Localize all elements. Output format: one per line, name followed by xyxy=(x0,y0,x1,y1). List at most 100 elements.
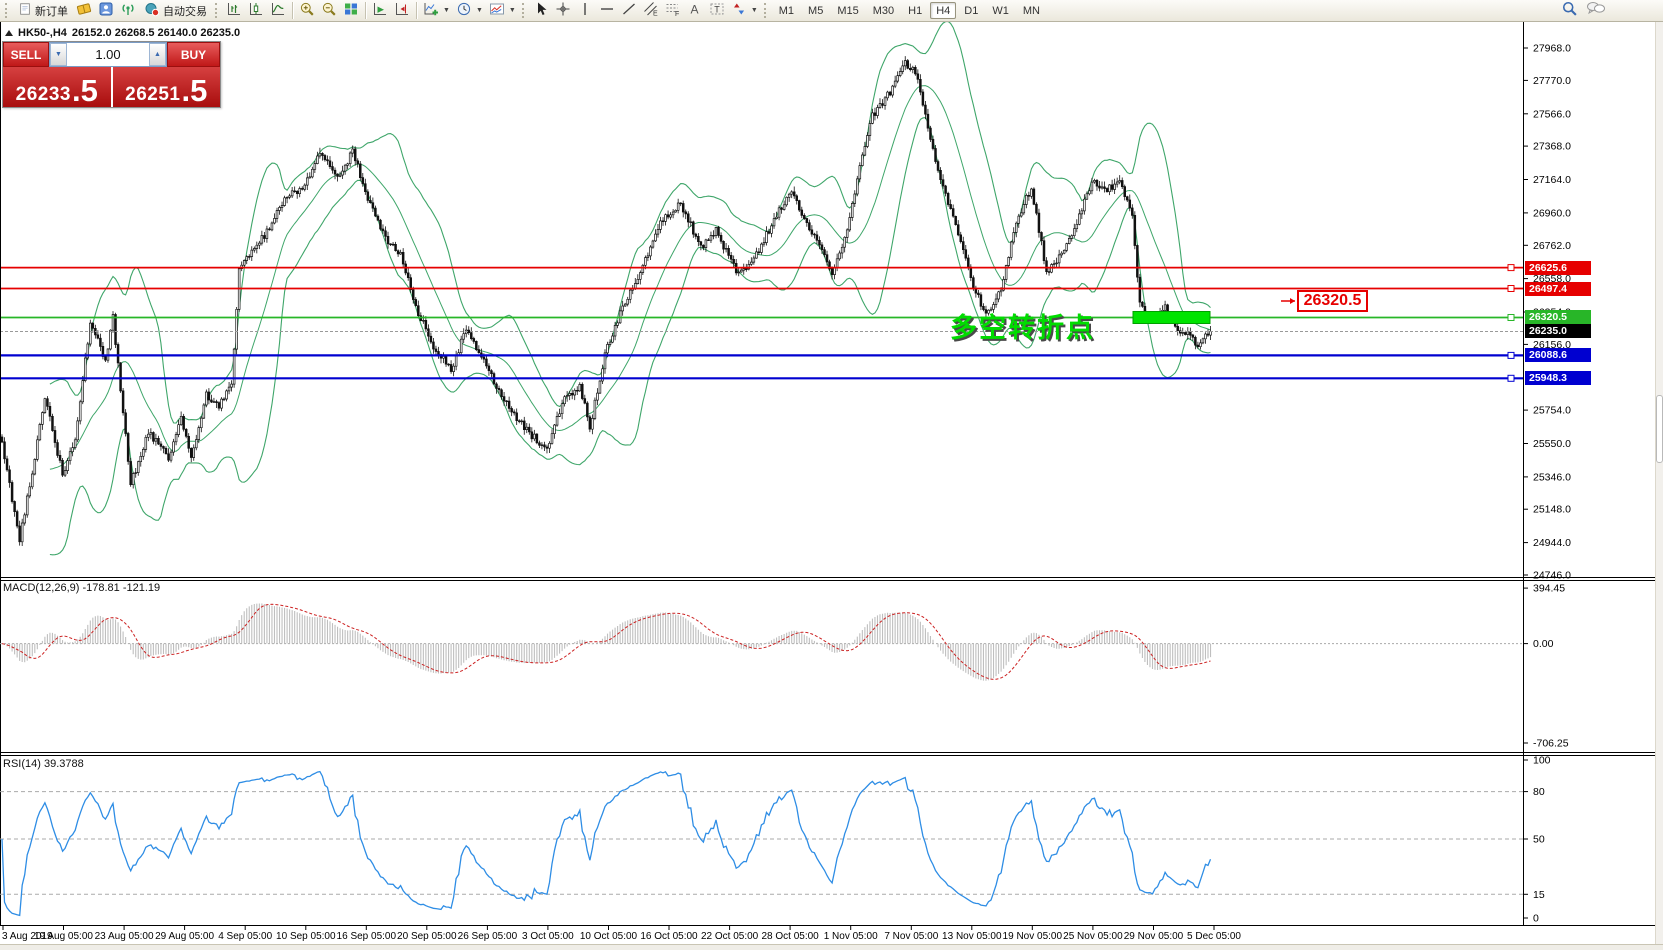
new-order-icon xyxy=(18,2,32,19)
zoom-out-icon xyxy=(321,1,337,20)
buy-price-main: 26251 xyxy=(125,84,181,105)
svg-text:26960.0: 26960.0 xyxy=(1533,207,1571,219)
toolbar-grip[interactable] xyxy=(5,3,10,18)
timeframe-m15-button[interactable]: M15 xyxy=(837,4,859,17)
svg-text:27770.0: 27770.0 xyxy=(1533,75,1571,87)
svg-text:26762.0: 26762.0 xyxy=(1533,240,1571,252)
toolbar: 新订单 自动交易 ▼ ▼ ▼ E F A T ▼ M xyxy=(0,0,1663,22)
toolbar-grip[interactable] xyxy=(763,3,769,18)
svg-text:E: E xyxy=(653,11,658,18)
price-level-label-26497.4[interactable]: 26497.4 xyxy=(1525,282,1591,296)
new-order-button[interactable]: 新订单 xyxy=(13,1,73,21)
search-icon[interactable] xyxy=(1561,0,1578,22)
svg-text:5 Dec 05:00: 5 Dec 05:00 xyxy=(1187,931,1241,942)
data-window-button[interactable] xyxy=(95,1,117,21)
fibonacci-button[interactable]: F xyxy=(662,1,684,21)
toolbar-separator xyxy=(416,2,417,19)
price-level-label-26235.0[interactable]: 26235.0 xyxy=(1525,324,1591,338)
periods-button[interactable]: ▼ xyxy=(453,1,486,21)
dropdown-caret-icon: ▼ xyxy=(508,7,516,14)
timeframe-h1-button[interactable]: H1 xyxy=(908,4,923,17)
svg-text:394.45: 394.45 xyxy=(1533,583,1565,595)
svg-text:80: 80 xyxy=(1533,786,1545,798)
sell-button[interactable]: SELL xyxy=(3,42,49,67)
signal-icon xyxy=(120,1,136,20)
svg-text:25148.0: 25148.0 xyxy=(1533,504,1571,516)
svg-text:4 Sep 05:00: 4 Sep 05:00 xyxy=(218,931,272,942)
horizontal-line-button[interactable] xyxy=(596,1,618,21)
sell-price-main: 26233 xyxy=(15,84,71,105)
timeframe-mn-button[interactable]: MN xyxy=(1022,4,1040,17)
candlestick-chart-button[interactable] xyxy=(245,1,267,21)
turning-point-annotation[interactable]: 多空转折点 xyxy=(950,313,1095,343)
text-label-icon: T xyxy=(709,1,725,20)
price-level-label-26088.6[interactable]: 26088.6 xyxy=(1525,348,1591,362)
timeframe-m1-button[interactable]: M1 xyxy=(778,4,795,17)
svg-text:13 Nov 05:00: 13 Nov 05:00 xyxy=(942,931,1002,942)
sell-price-frac: .5 xyxy=(71,73,98,109)
indicators-icon xyxy=(423,1,439,20)
auto-trading-button[interactable]: 自动交易 xyxy=(139,1,212,21)
toolbar-grip[interactable] xyxy=(215,3,220,18)
text-label-button[interactable]: T xyxy=(706,1,728,21)
collapse-arrow-icon xyxy=(5,30,13,36)
scrollbar-thumb[interactable] xyxy=(1656,395,1663,463)
price-level-label-26320.5[interactable]: 26320.5 xyxy=(1525,310,1591,324)
vertical-line-button[interactable] xyxy=(574,1,596,21)
svg-text:27368.0: 27368.0 xyxy=(1533,141,1571,153)
timeframe-m30-button[interactable]: M30 xyxy=(872,4,895,17)
sell-price-button[interactable]: 26233 .5 xyxy=(3,67,111,107)
svg-text:22 Oct 05:00: 22 Oct 05:00 xyxy=(701,931,759,942)
volume-input[interactable] xyxy=(67,43,149,66)
tile-windows-button[interactable] xyxy=(340,1,362,21)
quotes-button[interactable] xyxy=(73,1,95,21)
text-button[interactable]: A xyxy=(684,1,706,21)
buy-button[interactable]: BUY xyxy=(167,42,220,67)
timeframe-d1-button[interactable]: D1 xyxy=(964,4,979,17)
indicators-button[interactable]: ▼ xyxy=(420,1,453,21)
timeframe-h4-button[interactable]: H4 xyxy=(930,2,957,19)
chart-shift-button[interactable] xyxy=(391,1,413,21)
price-tag-label[interactable]: 26320.5 xyxy=(1297,290,1368,312)
svg-text:25 Nov 05:00: 25 Nov 05:00 xyxy=(1063,931,1123,942)
templates-button[interactable]: ▼ xyxy=(486,1,519,21)
price-level-label-25948.3[interactable]: 25948.3 xyxy=(1525,371,1591,385)
toolbar-grip[interactable] xyxy=(521,3,527,18)
auto-scroll-icon xyxy=(372,1,388,20)
svg-text:T: T xyxy=(714,5,720,15)
auto-scroll-button[interactable] xyxy=(369,1,391,21)
cursor-icon xyxy=(533,1,549,20)
cursor-button[interactable] xyxy=(530,1,552,21)
equidistant-channel-button[interactable]: E xyxy=(640,1,662,21)
svg-text:16 Sep 05:00: 16 Sep 05:00 xyxy=(337,931,397,942)
volume-decrease-button[interactable]: ▼ xyxy=(50,43,67,66)
timeframe-m5-button[interactable]: M5 xyxy=(808,4,824,17)
toolbar-separator xyxy=(365,2,366,19)
svg-text:15: 15 xyxy=(1533,889,1545,901)
svg-text:19 Aug 05:00: 19 Aug 05:00 xyxy=(34,931,93,942)
new-order-label: 新订单 xyxy=(35,5,68,18)
svg-text:26156.0: 26156.0 xyxy=(1533,339,1571,351)
line-chart-button[interactable] xyxy=(267,1,289,21)
svg-text:28 Oct 05:00: 28 Oct 05:00 xyxy=(761,931,819,942)
volume-increase-button[interactable]: ▲ xyxy=(149,43,166,66)
chart-shift-icon xyxy=(394,1,410,20)
price-level-label-26625.6[interactable]: 26625.6 xyxy=(1525,261,1591,275)
chat-icon[interactable] xyxy=(1586,0,1606,21)
trend-line-button[interactable] xyxy=(618,1,640,21)
bar-chart-button[interactable] xyxy=(223,1,245,21)
timeframe-w1-button[interactable]: W1 xyxy=(992,4,1009,17)
status-strip xyxy=(0,944,1663,950)
arrows-button[interactable]: ▼ xyxy=(728,1,761,21)
zoom-out-button[interactable] xyxy=(318,1,340,21)
zoom-in-button[interactable] xyxy=(296,1,318,21)
signal-button[interactable] xyxy=(117,1,139,21)
arrows-icon xyxy=(731,1,747,20)
svg-text:50: 50 xyxy=(1533,834,1545,846)
crosshair-button[interactable] xyxy=(552,1,574,21)
quotes-book-icon xyxy=(76,1,92,20)
svg-text:100: 100 xyxy=(1533,755,1551,767)
svg-text:3 Aug 2019: 3 Aug 2019 xyxy=(2,931,53,942)
buy-price-button[interactable]: 26251 .5 xyxy=(112,67,220,107)
